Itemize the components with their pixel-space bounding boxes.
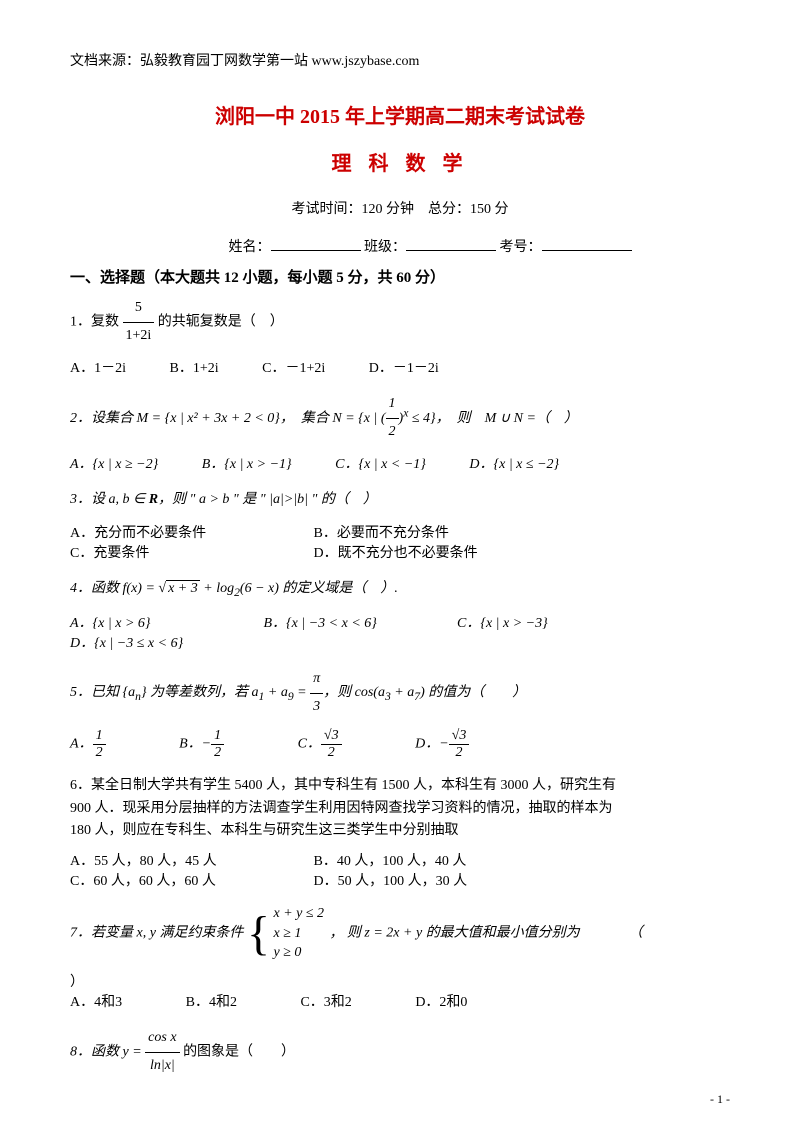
subject-subtitle: 理 科 数 学 bbox=[70, 147, 730, 176]
q6-opt-a: A．55 人，80 人，45 人 bbox=[70, 850, 270, 870]
q6-line3: 180 人，则应在专科生、本科生与研究生这三类学生中分别抽取 bbox=[70, 823, 459, 838]
q8-fraction: cos x ln|x| bbox=[145, 1025, 179, 1079]
q7-sys2: x ≥ 1 ， bbox=[273, 924, 343, 944]
q7-prefix: 7．若变量 x, y 满足约束条件 bbox=[70, 926, 243, 941]
name-blank bbox=[271, 237, 361, 251]
q8-prefix: 8．函数 y = bbox=[70, 1044, 145, 1059]
q5-options: A．12 B．−12 C．√32 D．−√32 bbox=[70, 728, 730, 761]
question-5: 5．已知 {an} 为等差数列，若 a1 + a9 = π3，则 cos(a3 … bbox=[70, 666, 730, 720]
q4-options: A．{x | x > 6} B．{x | −3 < x < 6} C．{x | … bbox=[70, 612, 730, 652]
q5-opt-c: C．√32 bbox=[298, 728, 342, 761]
q6-opt-c: C．60 人，60 人，60 人 bbox=[70, 870, 270, 890]
q1-opt-b: B．1+2i bbox=[170, 357, 219, 377]
q3-opt-a: A．充分而不必要条件 bbox=[70, 522, 270, 542]
class-label: 班级： bbox=[364, 240, 406, 255]
q6-opt-d: D．50 人，100 人，30 人 bbox=[314, 870, 514, 890]
q4-opt-b: B．{x | −3 < x < 6} bbox=[264, 612, 414, 632]
main-title: 浏阳一中 2015 年上学期高二期末考试试卷 bbox=[70, 100, 730, 129]
q6-opt-b: B．40 人，100 人，40 人 bbox=[314, 850, 514, 870]
name-label: 姓名： bbox=[229, 240, 271, 255]
q2-opt-c: C．{x | x < −1} bbox=[335, 453, 426, 473]
q1-frac-num: 5 bbox=[123, 295, 155, 323]
q7-suffix: 则 z = 2x + y 的最大值和最小值分别为 （ bbox=[347, 926, 643, 941]
question-1: 1．复数 5 1+2i 的共轭复数是（ ） bbox=[70, 295, 730, 349]
id-label: 考号： bbox=[500, 240, 542, 255]
q6-options: A．55 人，80 人，45 人 B．40 人，100 人，40 人 C．60 … bbox=[70, 850, 730, 890]
q7-options: A．4和3 B．4和2 C．3和2 D．2和0 bbox=[70, 991, 730, 1011]
q7-opt-c: C．3和2 bbox=[300, 991, 351, 1011]
q7-opt-a: A．4和3 bbox=[70, 991, 122, 1011]
q7-sys3: y ≥ 0 bbox=[273, 943, 343, 963]
question-2: 2．设集合 M = {x | x² + 3x + 2 < 0}， 集合 N = … bbox=[70, 391, 730, 445]
q4-opt-d: D．{x | −3 ≤ x < 6} bbox=[70, 632, 220, 652]
q6-line1: 6．某全日制大学共有学生 5400 人，其中专科生有 1500 人，本科生有 3… bbox=[70, 778, 616, 793]
q8-suffix: 的图象是（ ） bbox=[183, 1044, 295, 1059]
q3-opt-b: B．必要而不充分条件 bbox=[314, 522, 514, 542]
q7-close-paren: ） bbox=[70, 971, 730, 991]
q7-sys1: x + y ≤ 2 bbox=[273, 904, 343, 924]
q1-opt-d: D．－1－2i bbox=[369, 357, 439, 377]
q2-options: A．{x | x ≥ −2} B．{x | x > −1} C．{x | x <… bbox=[70, 453, 730, 473]
brace-icon: { bbox=[247, 912, 270, 955]
question-7: 7．若变量 x, y 满足约束条件 { x + y ≤ 2 x ≥ 1 ， y … bbox=[70, 904, 730, 963]
question-8: 8．函数 y = cos x ln|x| 的图象是（ ） bbox=[70, 1025, 730, 1079]
exam-info: 考试时间：120 分钟 总分：150 分 bbox=[70, 198, 730, 218]
q6-line2: 900 人．现采用分层抽样的方法调查学生利用因特网查找学习资料的情况，抽取的样本… bbox=[70, 801, 613, 816]
question-4: 4．函数 f(x) = √x + 3 + log2(6 − x) 的定义域是（ … bbox=[70, 576, 730, 604]
section-1-title: 一、选择题（本大题共 12 小题，每小题 5 分，共 60 分） bbox=[70, 266, 730, 287]
q2-opt-b: B．{x | x > −1} bbox=[202, 453, 292, 473]
q5-opt-d: D．−√32 bbox=[415, 728, 469, 761]
q8-frac-num: cos x bbox=[145, 1025, 179, 1053]
q5-text: 5．已知 {an} 为等差数列，若 a1 + a9 = π3，则 cos(a3 … bbox=[70, 685, 526, 700]
q2-opt-a: A．{x | x ≥ −2} bbox=[70, 453, 158, 473]
q3-opt-c: C．充要条件 bbox=[70, 542, 270, 562]
q4-opt-c: C．{x | x > −3} bbox=[457, 612, 607, 632]
q3-opt-d: D．既不充分也不必要条件 bbox=[314, 542, 514, 562]
question-3: 3．设 a, b ∈ R，则 " a > b " 是 " |a|>|b| " 的… bbox=[70, 487, 730, 514]
q7-opt-b: B．4和2 bbox=[186, 991, 237, 1011]
q3-text: 3．设 a, b ∈ R，则 " a > b " 是 " |a|>|b| " 的… bbox=[70, 492, 377, 507]
q8-frac-den: ln|x| bbox=[145, 1053, 179, 1080]
q1-frac-den: 1+2i bbox=[123, 323, 155, 350]
q2-text: 2．设集合 M = {x | x² + 3x + 2 < 0}， 集合 N = … bbox=[70, 411, 578, 426]
id-blank bbox=[542, 237, 632, 251]
q1-opt-c: C．－1+2i bbox=[262, 357, 325, 377]
q5-opt-a: A．12 bbox=[70, 728, 106, 761]
q1-prefix: 1．复数 bbox=[70, 314, 119, 329]
q2-opt-d: D．{x | x ≤ −2} bbox=[469, 453, 559, 473]
q4-text: 4．函数 f(x) = √x + 3 + log2(6 − x) 的定义域是（ … bbox=[70, 581, 398, 596]
q7-system: x + y ≤ 2 x ≥ 1 ， y ≥ 0 bbox=[273, 904, 343, 963]
class-blank bbox=[406, 237, 496, 251]
q1-suffix: 的共轭复数是（ ） bbox=[158, 314, 284, 329]
q1-fraction: 5 1+2i bbox=[123, 295, 155, 349]
student-info-row: 姓名： 班级： 考号： bbox=[70, 236, 730, 256]
source-line: 文档来源：弘毅教育园丁网数学第一站 www.jszybase.com bbox=[70, 50, 730, 70]
q5-opt-b: B．−12 bbox=[179, 728, 224, 761]
q3-options: A．充分而不必要条件 B．必要而不充分条件 C．充要条件 D．既不充分也不必要条… bbox=[70, 522, 730, 562]
page-number: - 1 - bbox=[710, 1092, 730, 1107]
question-6: 6．某全日制大学共有学生 5400 人，其中专科生有 1500 人，本科生有 3… bbox=[70, 775, 730, 842]
q1-options: A．1－2i B．1+2i C．－1+2i D．－1－2i bbox=[70, 357, 730, 377]
q7-opt-d: D．2和0 bbox=[415, 991, 467, 1011]
q4-opt-a: A．{x | x > 6} bbox=[70, 612, 220, 632]
q1-opt-a: A．1－2i bbox=[70, 357, 126, 377]
